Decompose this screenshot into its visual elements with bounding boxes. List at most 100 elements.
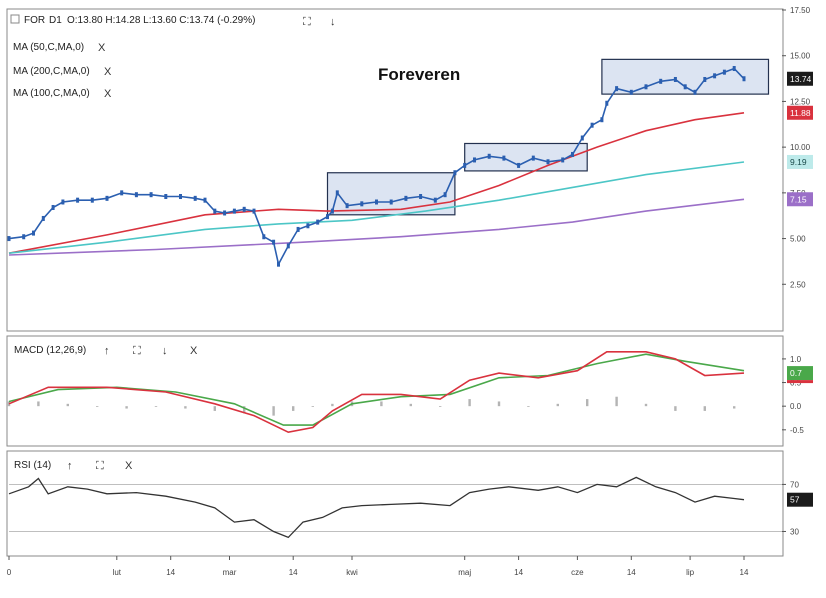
legend-ma200: MA (200,C,MA,0) <box>13 66 90 77</box>
legend-ma200-close-icon[interactable]: X <box>104 66 112 78</box>
price-candle <box>61 199 65 205</box>
download-arrow-icon[interactable]: ↓ <box>330 16 336 28</box>
price-candle <box>213 208 217 214</box>
ohlc-readout: O:13.80 H:14.28 L:13.60 C:13.74 (-0.29%) <box>67 15 255 26</box>
macd-histogram-bar <box>311 406 314 407</box>
macd-histogram-bar <box>439 406 442 407</box>
macd-ytick-label: 0.0 <box>790 402 802 411</box>
price-candle <box>571 151 574 157</box>
price-candle <box>487 153 491 159</box>
macd-close-icon[interactable]: X <box>190 345 198 357</box>
rsi-expand-icon[interactable]: ⛶ <box>96 460 104 472</box>
macd-histogram-bar <box>497 401 501 407</box>
price-candle <box>703 76 707 82</box>
x-tick-label: 14 <box>740 568 749 577</box>
x-tick-label: kwi <box>346 568 358 577</box>
price-candle <box>546 159 550 165</box>
rsi-ytick-label: 70 <box>790 480 799 489</box>
macd-histogram-bar <box>527 406 530 407</box>
macd-tags: 0.7 <box>787 366 813 384</box>
price-panel <box>6 8 784 332</box>
macd-histogram-bar <box>66 403 69 407</box>
x-tick-label: mar <box>223 568 237 577</box>
macd-move-up-icon[interactable]: ↑ <box>104 345 110 357</box>
close-tag-bg <box>787 71 813 86</box>
ma50-tag-label: 11.88 <box>790 108 811 118</box>
rsi-y-axis: 70 30 <box>782 480 799 536</box>
macd-histogram-bar <box>292 406 295 411</box>
macd-histogram-bar <box>703 406 706 411</box>
rsi-tag-bg <box>787 492 813 507</box>
price-candle <box>713 73 717 79</box>
x-tick-label: 14 <box>627 568 636 577</box>
x-tick-label: maj <box>458 568 471 577</box>
macd-histogram-bar <box>615 396 618 407</box>
price-candle <box>644 84 648 90</box>
x-tick-label: 14 <box>514 568 523 577</box>
macd-histogram-bar <box>125 406 128 409</box>
price-candle <box>389 199 393 205</box>
price-candle <box>223 210 227 216</box>
x-tick-label: cze <box>571 568 584 577</box>
price-candle <box>561 157 565 163</box>
price-candle <box>673 76 677 82</box>
price-candle <box>531 155 535 161</box>
price-candle <box>296 226 300 232</box>
consolidation-box <box>326 172 456 216</box>
macd-line <box>8 351 745 434</box>
macd-histogram-bar <box>409 403 412 407</box>
price-candle <box>330 208 334 214</box>
macd-histogram-bar <box>556 403 559 407</box>
price-candle <box>419 194 423 200</box>
price-candle <box>683 84 687 90</box>
legend-ma100-close-icon[interactable]: X <box>104 88 112 100</box>
price-candle <box>232 208 236 214</box>
price-candle <box>345 203 349 209</box>
ma100-tag-bg <box>787 154 813 169</box>
price-candle <box>615 86 619 92</box>
price-candle <box>517 162 521 168</box>
rsi-move-up-icon[interactable]: ↑ <box>67 460 73 472</box>
price-candle <box>502 155 506 161</box>
price-candle <box>193 195 197 201</box>
price-candle <box>7 236 11 242</box>
price-candle <box>179 194 182 200</box>
macd-expand-icon[interactable]: ⛶ <box>133 345 141 357</box>
price-ytick-label: 5.00 <box>790 235 806 244</box>
expand-icon[interactable]: ⛶ <box>303 16 311 28</box>
ma100-tag-label: 9.19 <box>790 157 807 167</box>
x-tick-label: 14 <box>166 568 175 577</box>
rsi-ytick-label: 30 <box>790 527 799 536</box>
macd-histogram-bar <box>644 403 648 407</box>
macd-histogram-bar <box>7 401 11 407</box>
price-candle <box>659 78 663 84</box>
legend-ma50-close-icon[interactable]: X <box>98 42 106 54</box>
price-candle <box>590 122 594 128</box>
price-candle <box>76 197 80 203</box>
macd-tag-underline <box>787 380 813 384</box>
ma50-tag-bg <box>787 105 813 120</box>
ma200-line <box>8 198 745 256</box>
price-candle <box>600 117 604 123</box>
rsi-close-icon[interactable]: X <box>125 460 133 472</box>
price-candle <box>306 223 310 229</box>
price-tags: 13.74 11.88 9.19 7.15 <box>787 71 813 207</box>
collapse-icon[interactable] <box>10 14 20 24</box>
consolidation-box <box>601 58 770 95</box>
macd-histogram-bar <box>37 401 40 407</box>
price-candle <box>463 162 467 168</box>
price-candle <box>134 192 138 198</box>
macd-histogram-bar <box>331 403 334 407</box>
x-axis: 0 lut 14 mar 14 kwi maj 14 cze 14 lip 14 <box>7 556 749 577</box>
macd-label: MACD (12,26,9) <box>14 345 86 356</box>
ma100-line <box>8 161 745 254</box>
macd-ytick-label: -0.5 <box>790 426 804 435</box>
price-candle <box>22 234 26 240</box>
price-candle <box>164 194 168 200</box>
macd-move-down-icon[interactable]: ↓ <box>162 345 168 357</box>
macd-histogram-bar <box>96 406 99 407</box>
price-ytick-label: 10.00 <box>790 143 811 152</box>
